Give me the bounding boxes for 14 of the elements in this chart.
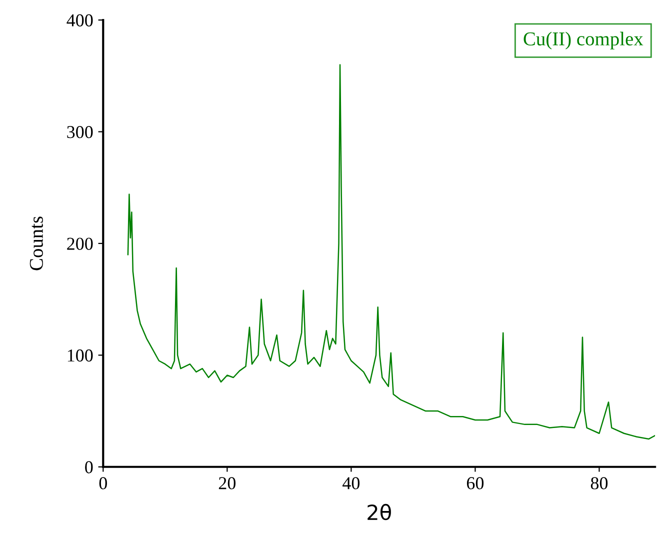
x-tick-label: 40 [342,477,360,490]
text: Cu(II) complex [524,32,644,50]
line-series [127,64,656,440]
y-axis-title: Counts [30,216,43,270]
y-tick-label: 100 [68,349,93,362]
y-tick-label: 300 [67,126,93,138]
y-tick-label: 200 [67,238,93,250]
x-axis-title: 2θ [368,504,391,520]
x-tick-label: 80 [590,477,608,490]
x-tick-label: 60 [466,477,484,490]
x-tick-label: 20 [218,477,236,490]
x-tick-label: 0 [99,477,107,490]
y-tick-label: 0 [85,461,93,474]
y-tick-label: 400 [66,14,93,26]
